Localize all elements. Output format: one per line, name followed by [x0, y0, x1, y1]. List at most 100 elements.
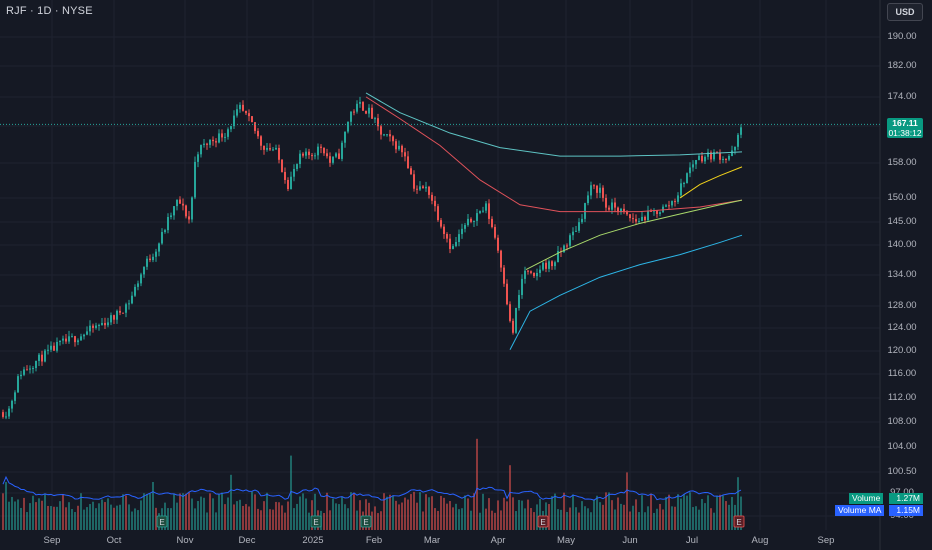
candle-body — [554, 262, 556, 267]
volume-bar — [146, 493, 148, 530]
volume-bar — [281, 505, 283, 530]
candle-body — [536, 272, 538, 277]
candle-body — [206, 143, 208, 145]
candle-body — [437, 206, 439, 221]
volume-bar — [221, 492, 223, 530]
candle-body — [515, 308, 517, 333]
volume-bar — [401, 502, 403, 530]
volume-bar — [20, 507, 22, 530]
price-tick-label: 150.00 — [887, 192, 917, 203]
volume-bar — [29, 503, 31, 530]
candle-body — [659, 212, 661, 214]
candle-body — [410, 168, 412, 175]
volume-bar — [17, 499, 19, 530]
volume-bar — [203, 497, 205, 530]
price-tick-label: 174.00 — [887, 91, 917, 102]
candle-body — [335, 153, 337, 157]
candle-body — [41, 354, 43, 362]
date-tick-label: Sep — [817, 535, 835, 546]
volume-bar — [569, 507, 571, 530]
candle-body — [11, 400, 13, 409]
volume-bar — [266, 492, 268, 530]
candle-body — [110, 315, 112, 323]
candle-body — [656, 210, 658, 214]
volume-bar — [170, 508, 172, 530]
volume-bar — [740, 496, 742, 530]
candle-body — [26, 369, 28, 371]
candle-body — [611, 202, 613, 210]
candle-body — [710, 152, 712, 160]
volume-bar — [209, 493, 211, 530]
volume-bar — [185, 493, 187, 530]
volume-bar — [179, 493, 181, 530]
candle-body — [719, 152, 721, 160]
volume-bar — [455, 503, 457, 530]
volume-bar — [731, 496, 733, 530]
candle-body — [314, 155, 316, 157]
candle-body — [329, 156, 331, 163]
price-tick-label: 116.00 — [887, 368, 917, 379]
volume-bar — [32, 495, 34, 530]
candle-body — [239, 104, 241, 110]
volume-bar — [440, 495, 442, 530]
last-price-value: 167.11 — [892, 118, 918, 128]
volume-bar — [602, 504, 604, 530]
date-tick-label: Jul — [685, 535, 699, 546]
candle-body — [149, 258, 151, 261]
earnings-marker: E — [310, 515, 322, 528]
candle-body — [620, 208, 622, 213]
volume-bar — [290, 455, 292, 530]
volume-bar — [653, 512, 655, 530]
candle-body — [713, 152, 715, 160]
candle-body — [449, 238, 451, 249]
candle-body — [740, 127, 742, 135]
candle-body — [704, 156, 706, 162]
candle-body — [71, 336, 73, 338]
volume-legend-label: Volume — [849, 493, 884, 504]
volume-bar — [638, 512, 640, 530]
volume-bar — [272, 509, 274, 530]
volume-bar — [650, 493, 652, 530]
volume-bar — [425, 494, 427, 530]
volume-bar — [611, 500, 613, 530]
volume-bar — [86, 507, 88, 530]
candle-body — [503, 267, 505, 284]
candle-body — [89, 325, 91, 332]
currency-button[interactable]: USD — [887, 3, 923, 21]
candle-body — [458, 234, 460, 243]
volume-bar — [53, 506, 55, 530]
volume-bar — [572, 494, 574, 530]
candle-body — [128, 303, 130, 305]
volume-bar — [515, 511, 517, 530]
volume-bar — [575, 507, 577, 530]
volume-bar — [422, 511, 424, 530]
candle-body — [446, 233, 448, 239]
candle-body — [182, 203, 184, 206]
candle-body — [77, 340, 79, 343]
volume-bar — [593, 499, 595, 530]
candle-body — [389, 134, 391, 137]
volume-bar — [125, 495, 127, 530]
symbol-title[interactable]: RJF · 1D · NYSE — [6, 5, 93, 17]
candle-body — [248, 113, 250, 117]
volume-bar — [527, 499, 529, 530]
candle-body — [188, 216, 190, 220]
candle-body — [629, 214, 631, 219]
volume-bar — [548, 504, 550, 530]
volume-bar — [449, 501, 451, 530]
volume-bar — [554, 493, 556, 530]
candle-body — [119, 310, 121, 313]
candle-body — [608, 207, 610, 210]
volume-bar — [722, 495, 724, 530]
volume-bar — [458, 509, 460, 530]
volume-bar — [656, 508, 658, 530]
candle-body — [350, 111, 352, 122]
volume-bar — [176, 502, 178, 530]
volume-bar — [284, 512, 286, 530]
candle-body — [494, 227, 496, 238]
candle-body — [293, 168, 295, 177]
price-tick-label: 97.00 — [880, 487, 924, 499]
candle-body — [122, 312, 124, 314]
candle-body — [242, 104, 244, 111]
